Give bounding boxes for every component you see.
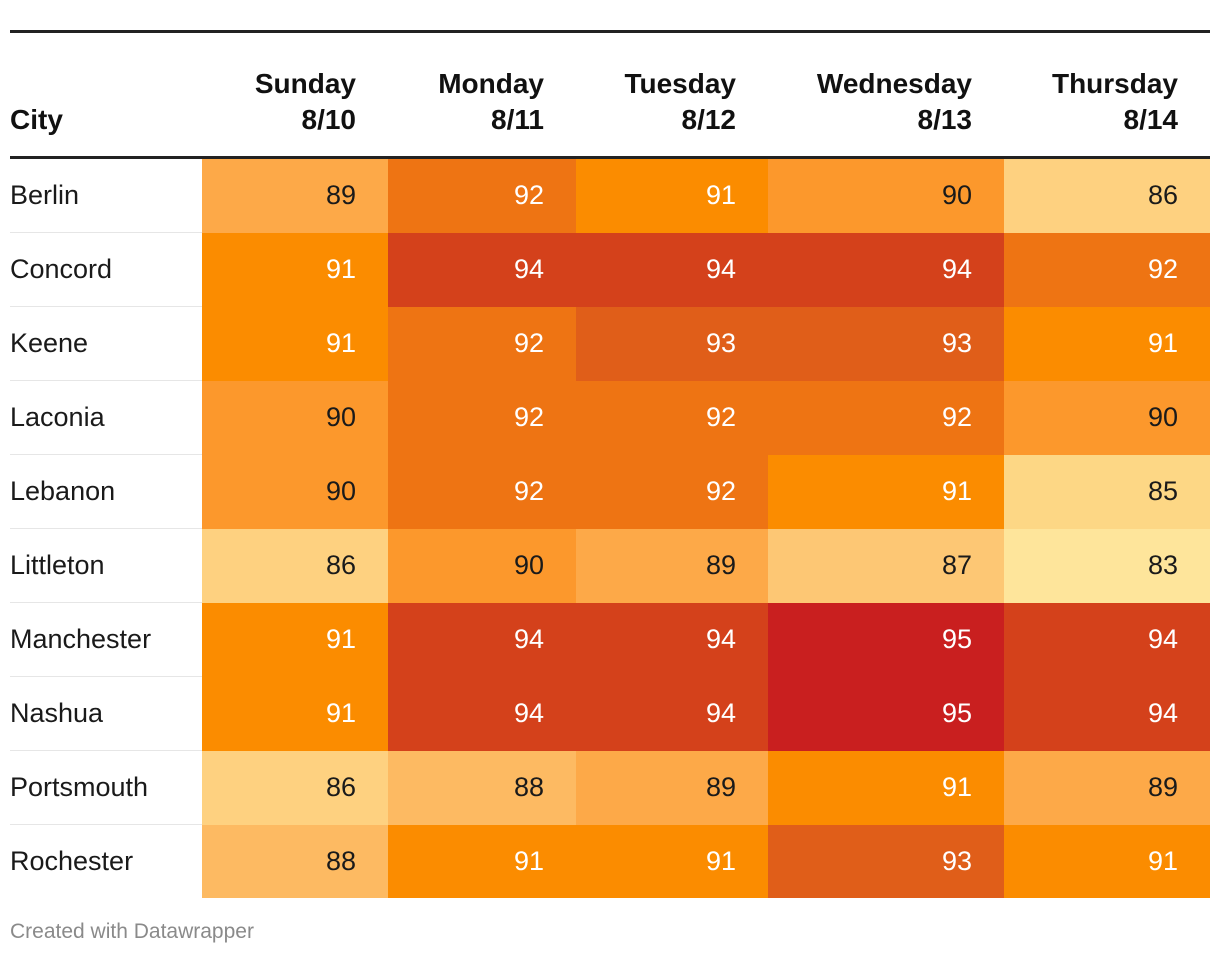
heat-cell: 91 xyxy=(768,454,1004,529)
heat-cell: 91 xyxy=(1004,306,1210,381)
city-label: Nashua xyxy=(10,676,202,751)
heat-cell: 85 xyxy=(1004,454,1210,529)
table-row: Portsmouth 86 88 89 91 89 xyxy=(10,750,1210,825)
table-row: Lebanon 90 92 92 91 85 xyxy=(10,454,1210,529)
heat-cell: 88 xyxy=(388,750,576,825)
heat-cell: 90 xyxy=(388,528,576,603)
city-column-header: City xyxy=(10,31,202,159)
heat-cell: 89 xyxy=(202,157,388,233)
heat-cell: 87 xyxy=(768,528,1004,603)
table-row: Littleton 86 90 89 87 83 xyxy=(10,528,1210,603)
column-header-day: Monday xyxy=(438,68,544,99)
heat-cell: 94 xyxy=(388,602,576,677)
heat-cell: 93 xyxy=(768,306,1004,381)
column-header-date: 8/11 xyxy=(491,104,544,135)
heat-cell: 91 xyxy=(388,824,576,898)
city-label: Laconia xyxy=(10,380,202,455)
heat-cell: 90 xyxy=(768,157,1004,233)
city-label: Littleton xyxy=(10,528,202,603)
heat-cell: 94 xyxy=(388,232,576,307)
datawrapper-credit: Created with Datawrapper xyxy=(10,920,254,943)
table-row: Keene 91 92 93 93 91 xyxy=(10,306,1210,381)
heat-cell: 92 xyxy=(576,454,768,529)
column-header: Thursday 8/14 xyxy=(1004,31,1210,159)
column-header-date: 8/12 xyxy=(681,104,737,135)
heat-cell: 94 xyxy=(768,232,1004,307)
heat-cell: 86 xyxy=(202,528,388,603)
heat-cell: 83 xyxy=(1004,528,1210,603)
heat-cell: 92 xyxy=(388,306,576,381)
heat-cell: 89 xyxy=(576,528,768,603)
city-label: Berlin xyxy=(10,157,202,233)
table-row: Concord 91 94 94 94 92 xyxy=(10,232,1210,307)
table-row: Nashua 91 94 94 95 94 xyxy=(10,676,1210,751)
city-label: Manchester xyxy=(10,602,202,677)
column-header-day: Wednesday xyxy=(816,68,972,99)
heat-cell: 95 xyxy=(768,676,1004,751)
heat-cell: 94 xyxy=(388,676,576,751)
column-header-date: 8/14 xyxy=(1123,104,1179,135)
heat-cell: 91 xyxy=(202,602,388,677)
heat-cell: 94 xyxy=(1004,676,1210,751)
column-header-date: 8/10 xyxy=(301,104,357,135)
heat-cell: 89 xyxy=(1004,750,1210,825)
city-label: Lebanon xyxy=(10,454,202,529)
heat-cell: 94 xyxy=(576,232,768,307)
heat-cell: 91 xyxy=(768,750,1004,825)
heat-cell: 92 xyxy=(768,380,1004,455)
column-header-day: Tuesday xyxy=(624,68,736,99)
column-header-date: 8/13 xyxy=(917,104,973,135)
table-row: Rochester 88 91 91 93 91 xyxy=(10,824,1210,898)
heat-cell: 91 xyxy=(576,157,768,233)
heat-cell: 89 xyxy=(576,750,768,825)
heat-cell: 88 xyxy=(202,824,388,898)
heat-cell: 86 xyxy=(1004,157,1210,233)
heat-cell: 91 xyxy=(576,824,768,898)
heat-cell: 91 xyxy=(202,306,388,381)
heat-cell: 91 xyxy=(1004,824,1210,898)
city-label: Rochester xyxy=(10,824,202,898)
heat-cell: 94 xyxy=(576,676,768,751)
column-header: Wednesday 8/13 xyxy=(768,31,1004,159)
column-header-day: Sunday xyxy=(254,68,356,99)
column-header: Tuesday 8/12 xyxy=(576,31,768,159)
heat-cell: 92 xyxy=(388,157,576,233)
heatmap-body: Berlin 89 92 91 90 86 Concord 91 94 94 94 92 Keene 91… xyxy=(10,157,1210,898)
heat-cell: 95 xyxy=(768,602,1004,677)
heat-cell: 93 xyxy=(576,306,768,381)
heat-cell: 92 xyxy=(1004,232,1210,307)
heat-cell: 94 xyxy=(1004,602,1210,677)
city-label: Keene xyxy=(10,306,202,381)
heat-cell: 86 xyxy=(202,750,388,825)
header-row: City Sunday 8/10 Monday 8/11 Tuesday 8/1… xyxy=(10,31,1210,159)
heat-cell: 92 xyxy=(576,380,768,455)
table-row: Manchester 91 94 94 95 94 xyxy=(10,602,1210,677)
heat-cell: 91 xyxy=(202,676,388,751)
heat-cell: 93 xyxy=(768,824,1004,898)
heat-cell: 91 xyxy=(202,232,388,307)
city-label: Portsmouth xyxy=(10,750,202,825)
heat-cell: 94 xyxy=(576,602,768,677)
column-header: Monday 8/11 xyxy=(388,31,576,159)
temperature-heatmap-table: City Sunday 8/10 Monday 8/11 Tuesday 8/1… xyxy=(10,30,1210,898)
column-header-day: Thursday xyxy=(1051,68,1178,99)
table-row: Laconia 90 92 92 92 90 xyxy=(10,380,1210,455)
heat-cell: 90 xyxy=(1004,380,1210,455)
column-header: Sunday 8/10 xyxy=(202,31,388,159)
table-row: Berlin 89 92 91 90 86 xyxy=(10,157,1210,233)
heatmap-table-container: City Sunday 8/10 Monday 8/11 Tuesday 8/1… xyxy=(10,30,1210,898)
heat-cell: 92 xyxy=(388,454,576,529)
city-label: Concord xyxy=(10,232,202,307)
heat-cell: 92 xyxy=(388,380,576,455)
heat-cell: 90 xyxy=(202,454,388,529)
heat-cell: 90 xyxy=(202,380,388,455)
